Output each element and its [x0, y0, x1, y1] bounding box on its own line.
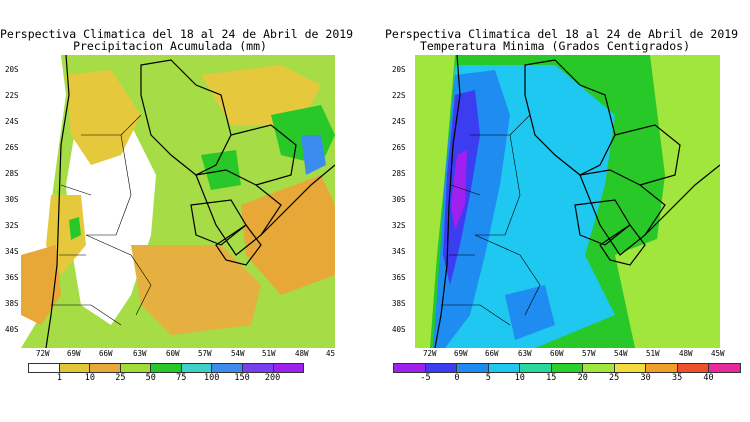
colorbar-label: 200 [264, 373, 281, 383]
precipitation-panel: Perspectiva Climatica del 18 al 24 de Ab… [0, 0, 354, 383]
colorbar-label: 50 [145, 373, 156, 383]
colorbar-label: 5 [485, 373, 491, 383]
lat-label: 28S [5, 169, 19, 178]
precipitation-map [21, 55, 335, 348]
colorbar-swatch [425, 364, 458, 372]
colorbar-swatch [59, 364, 91, 372]
colorbar-label: 10 [514, 373, 525, 383]
lon-label: 72W [36, 349, 50, 358]
precip-title-line2: Precipitacion Acumulada (mm) [73, 39, 267, 53]
lat-label: 26S [392, 143, 406, 152]
colorbar-swatch [120, 364, 152, 372]
colorbar-swatch [677, 364, 710, 372]
lon-label: 63W [133, 349, 147, 358]
lat-label: 38S [392, 299, 406, 308]
lat-label: 26S [5, 143, 19, 152]
colorbar-swatch [646, 364, 678, 372]
lon-label: 45 [326, 349, 336, 358]
colorbar-swatch [90, 364, 121, 372]
lon-label: 60W [166, 349, 180, 358]
colorbar-swatch [488, 364, 521, 372]
lon-label: 63W [518, 349, 532, 358]
temp-title-line2: Temperatura Minima (Grados Centigrados) [419, 39, 691, 53]
lat-label: 20S [392, 65, 406, 74]
colorbar-swatch [242, 364, 274, 372]
lon-label: 51W [262, 349, 276, 358]
lon-label: 45W [711, 349, 725, 358]
colorbar-label: 150 [234, 373, 250, 383]
colorbar-label: 40 [703, 373, 714, 383]
lat-label: 20S [5, 65, 19, 74]
colorbar-label: 30 [640, 373, 651, 383]
colorbar-label: 20 [577, 373, 588, 383]
lat-label: 24S [5, 117, 19, 126]
colorbar-label: 15 [546, 373, 557, 383]
temp-title-line1: Perspectiva Climatica del 18 al 24 de Ab… [385, 27, 739, 41]
lon-label: 69W [454, 349, 468, 358]
lon-label: 66W [99, 349, 113, 358]
colorbar-label: -5 [420, 373, 431, 383]
lat-label: 34S [5, 247, 19, 256]
colorbar-label: 100 [203, 373, 220, 383]
lon-label: 60W [550, 349, 564, 358]
colorbar-swatch [583, 364, 615, 372]
lon-label: 72W [423, 349, 437, 358]
colorbar-label: 35 [671, 373, 683, 383]
colorbar-swatch [614, 364, 647, 372]
lat-label: 22S [392, 91, 406, 100]
lat-label: 30S [5, 195, 19, 204]
colorbar-label: 10 [84, 373, 95, 383]
lat-label: 38S [5, 299, 19, 308]
precip-title-line1: Perspectiva Climatica del 18 al 24 de Ab… [0, 27, 354, 41]
colorbar-swatch [394, 364, 426, 372]
lat-label: 40S [5, 325, 19, 334]
lat-label: 32S [5, 221, 19, 230]
lat-label: 32S [392, 221, 406, 230]
temperature-colorbar [393, 363, 741, 373]
colorbar-label: 0 [454, 373, 460, 383]
temperature-panel: Perspectiva Climatica del 18 al 24 de Ab… [385, 0, 741, 383]
colorbar-swatch [551, 364, 584, 372]
lat-label: 36S [5, 273, 19, 282]
lon-label: 48W [295, 349, 309, 358]
lon-label: 54W [231, 349, 245, 358]
lat-label: 40S [392, 325, 406, 334]
colorbar-swatch [181, 364, 213, 372]
colorbar-swatch [457, 364, 489, 372]
colorbar-swatch [151, 364, 182, 372]
lat-label: 24S [392, 117, 406, 126]
lat-label: 36S [392, 273, 406, 282]
colorbar-label: 75 [176, 373, 187, 383]
temperature-map [415, 55, 720, 348]
precipitation-colorbar [28, 363, 304, 373]
lon-label: 54W [614, 349, 628, 358]
lon-label: 57W [198, 349, 212, 358]
colorbar-swatch [212, 364, 243, 372]
lon-label: 57W [582, 349, 596, 358]
lon-label: 48W [679, 349, 693, 358]
colorbar-label: 25 [609, 373, 620, 383]
colorbar-label: 25 [115, 373, 126, 383]
colorbar-swatch [709, 364, 741, 372]
lat-label: 22S [5, 91, 19, 100]
colorbar-label: 1 [56, 373, 62, 383]
lat-label: 34S [392, 247, 406, 256]
lat-label: 28S [392, 169, 406, 178]
colorbar-swatch [29, 364, 60, 372]
lon-label: 51W [646, 349, 660, 358]
colorbar-swatch [520, 364, 552, 372]
lon-label: 69W [67, 349, 81, 358]
colorbar-swatch [273, 364, 304, 372]
lon-label: 66W [485, 349, 499, 358]
lat-label: 30S [392, 195, 406, 204]
